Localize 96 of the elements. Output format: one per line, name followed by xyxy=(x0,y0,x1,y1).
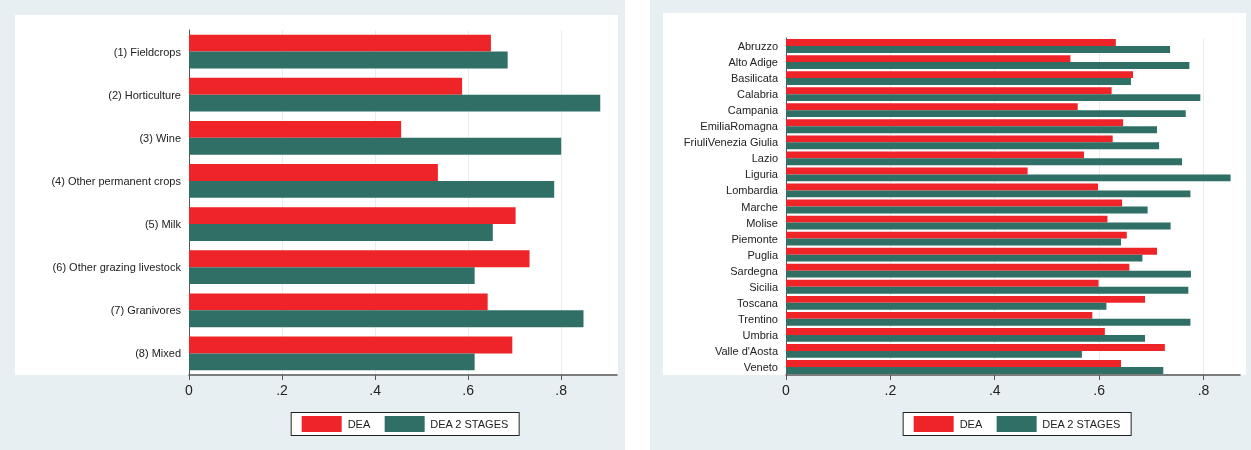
legend-label: DEA 2 STAGES xyxy=(1042,418,1121,430)
bar xyxy=(786,158,1183,166)
y-tick-label: Abruzzo xyxy=(737,40,778,53)
bar xyxy=(786,46,1171,53)
y-tick-label: (7) Granivores xyxy=(110,304,182,317)
bar xyxy=(786,119,1124,127)
y-tick-label: Alto Adige xyxy=(728,56,778,69)
bar xyxy=(786,190,1191,198)
bar xyxy=(189,353,475,371)
x-tick-label: .6 xyxy=(1093,382,1106,398)
bar xyxy=(786,295,1146,303)
x-tick-label: .8 xyxy=(1197,382,1210,398)
bar xyxy=(189,250,530,268)
x-tick-label: 0 xyxy=(185,382,194,398)
y-tick-label: Veneto xyxy=(743,360,778,373)
bar xyxy=(189,336,513,354)
x-tick-label: .4 xyxy=(369,382,382,398)
bar xyxy=(786,360,1122,367)
y-tick-label: Trentino xyxy=(738,312,778,325)
legend-label: DEA 2 STAGES xyxy=(430,418,509,430)
bar xyxy=(189,164,438,181)
bar xyxy=(786,78,1131,86)
bar xyxy=(786,350,1082,358)
bar xyxy=(786,135,1113,143)
bar xyxy=(786,318,1191,326)
x-tick-label: .8 xyxy=(555,382,568,398)
y-tick-label: Molise xyxy=(746,216,778,229)
bar xyxy=(189,120,402,138)
y-tick-label: Sicilia xyxy=(749,280,779,293)
legend-label: DEA xyxy=(959,418,983,430)
y-tick-label: (3) Wine xyxy=(139,131,181,144)
bar xyxy=(786,103,1078,111)
x-tick-label: .2 xyxy=(276,382,289,398)
legend-label: DEA xyxy=(347,418,371,430)
bar xyxy=(189,34,491,52)
bar xyxy=(786,110,1186,118)
bar xyxy=(786,55,1071,63)
bar xyxy=(786,302,1107,310)
bar xyxy=(786,199,1123,207)
bar xyxy=(786,286,1189,294)
bar xyxy=(189,267,475,285)
y-tick-label: Piemonte xyxy=(731,232,778,245)
bar xyxy=(786,94,1201,102)
bar xyxy=(786,215,1108,223)
bar xyxy=(786,231,1127,239)
y-tick-label: (4) Other permanent crops xyxy=(51,174,182,187)
bar xyxy=(786,174,1231,182)
y-tick-label: (6) Other grazing livestock xyxy=(52,261,182,274)
bar xyxy=(786,39,1116,47)
bar xyxy=(786,327,1105,335)
bar xyxy=(786,279,1099,287)
y-tick-label: Sardegna xyxy=(730,264,779,277)
y-tick-label: Basilicata xyxy=(730,72,779,85)
bar xyxy=(189,51,508,69)
bar xyxy=(189,77,463,95)
bar xyxy=(786,366,1164,374)
x-tick-label: .6 xyxy=(462,382,475,398)
y-tick-label: (8) Mixed xyxy=(135,347,181,360)
bar xyxy=(786,151,1084,159)
y-tick-label: (5) Milk xyxy=(144,218,182,231)
bar xyxy=(189,224,493,241)
bar xyxy=(786,254,1143,262)
y-tick-label: Valle d'Aosta xyxy=(714,344,779,357)
y-tick-label: Marche xyxy=(741,200,778,213)
bar xyxy=(786,87,1112,95)
bar xyxy=(786,344,1165,351)
bar xyxy=(189,137,562,155)
bar xyxy=(189,310,584,328)
bar xyxy=(786,270,1191,278)
bar xyxy=(786,142,1160,150)
y-tick-label: EmiliaRomagna xyxy=(700,120,779,133)
bar xyxy=(786,71,1134,79)
bar xyxy=(786,263,1130,271)
y-tick-label: Campania xyxy=(727,104,779,117)
y-tick-label: Toscana xyxy=(737,296,779,309)
x-tick-label: 0 xyxy=(782,382,791,398)
y-tick-label: Lazio xyxy=(751,152,778,165)
bar xyxy=(786,126,1158,134)
bar xyxy=(786,334,1146,342)
bar xyxy=(786,311,1093,319)
bar xyxy=(786,247,1158,255)
bar xyxy=(189,94,601,112)
y-tick-label: Puglia xyxy=(747,248,779,261)
y-tick-label: Lombardia xyxy=(726,184,779,197)
y-tick-label: (2) Horticulture xyxy=(108,88,181,101)
y-tick-label: Calabria xyxy=(737,88,779,101)
x-tick-label: .2 xyxy=(884,382,897,398)
bar xyxy=(189,207,516,225)
bar xyxy=(189,293,488,311)
y-tick-label: FriuliVenezia Giulia xyxy=(683,136,779,149)
bar xyxy=(189,180,555,198)
y-tick-label: Umbria xyxy=(742,328,779,341)
y-tick-label: (1) Fieldcrops xyxy=(113,45,182,58)
bar xyxy=(786,62,1190,69)
y-tick-label: Liguria xyxy=(744,168,779,181)
x-tick-label: .4 xyxy=(988,382,1001,398)
